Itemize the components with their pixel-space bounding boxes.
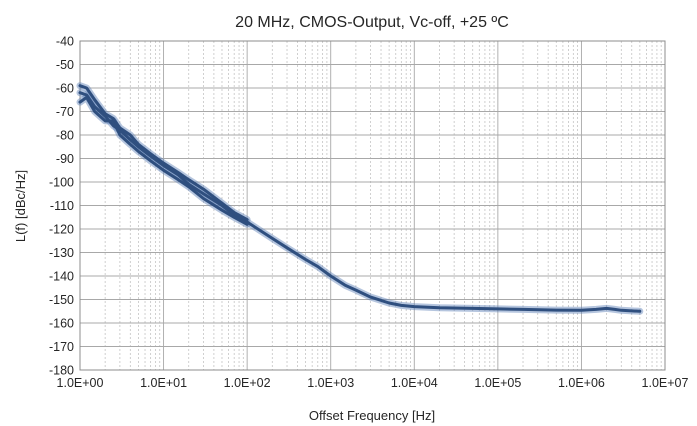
x-tick-label: 1.0E+03 xyxy=(307,376,354,390)
series-line-2 xyxy=(78,95,249,226)
x-tick-label: 1.0E+06 xyxy=(558,376,605,390)
y-tick-label: -70 xyxy=(56,105,74,119)
y-tick-label: -140 xyxy=(49,270,74,284)
y-tick-label: -80 xyxy=(56,129,74,143)
x-tick-labels: 1.0E+00 1.0E+01 1.0E+02 1.0E+03 1.0E+04 1.0E+… xyxy=(57,376,689,390)
y-tick-label: -100 xyxy=(49,176,74,190)
y-tick-label: -40 xyxy=(56,35,74,49)
x-tick-label: 1.0E+04 xyxy=(391,376,438,390)
y-tick-label: -160 xyxy=(49,317,74,331)
x-tick-label: 1.0E+02 xyxy=(224,376,271,390)
x-tick-label: 1.0E+00 xyxy=(57,376,104,390)
y-tick-label: -90 xyxy=(56,152,74,166)
series-line-3 xyxy=(78,84,249,222)
y-tick-label: -130 xyxy=(49,246,74,260)
plot-area-frame xyxy=(79,40,666,371)
x-axis-label: Offset Frequency [Hz] xyxy=(309,408,435,423)
chart-title: 20 MHz, CMOS-Output, Vc-off, +25 ºC xyxy=(235,14,509,31)
y-tick-label: -50 xyxy=(56,58,74,72)
y-tick-labels: -40 -50 -60 -70 -80 -90 -100 -110 -120 -130 -140 -1… xyxy=(49,35,74,378)
grid-lines xyxy=(79,40,666,371)
x-tick-label: 1.0E+07 xyxy=(642,376,689,390)
y-tick-label: -150 xyxy=(49,293,74,307)
x-tick-label: 1.0E+05 xyxy=(474,376,521,390)
y-tick-label: -110 xyxy=(50,199,74,213)
series-line-1 xyxy=(78,91,642,313)
x-tick-label: 1.0E+01 xyxy=(140,376,187,390)
y-tick-label: -180 xyxy=(49,364,74,378)
y-tick-label: -170 xyxy=(49,340,74,354)
y-tick-label: -120 xyxy=(49,223,74,237)
y-axis-label: L(f) [dBc/Hz] xyxy=(13,170,28,242)
series-lines xyxy=(78,84,642,313)
y-tick-label: -60 xyxy=(56,82,74,96)
